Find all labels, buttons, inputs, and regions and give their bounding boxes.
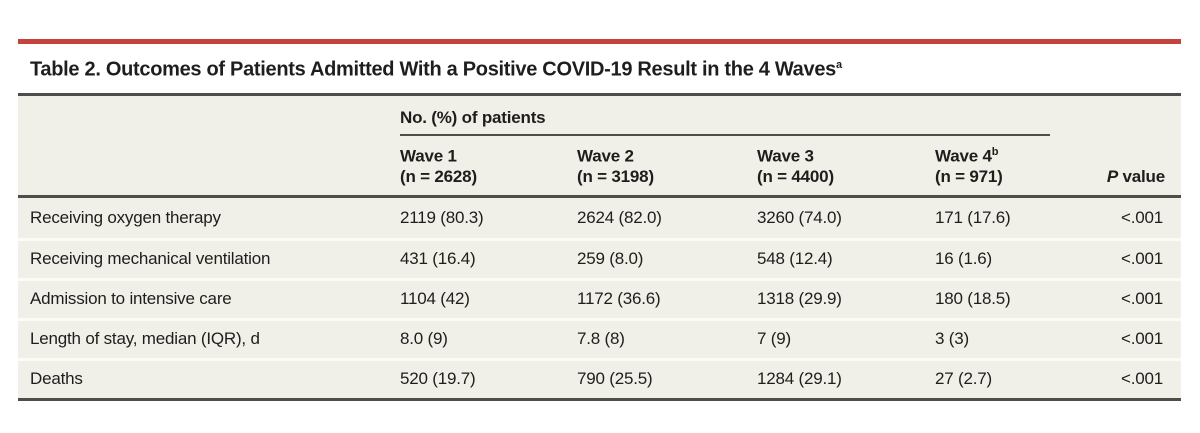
value-cell-wave-2: 1172 (36.6) [577,289,661,309]
column-group-header: No. (%) of patients [400,108,1050,136]
table-title: Table 2. Outcomes of Patients Admitted W… [30,52,1181,83]
value-cell-wave-4: 3 (3) [935,329,969,349]
p-italic: P [1106,167,1118,187]
row-label: Admission to intensive care [30,289,232,309]
value-cell-wave-1: 1104 (42) [400,289,470,309]
value-cell-wave-3: 1318 (29.9) [757,289,842,309]
value-cell-wave-3: 1284 (29.1) [757,369,842,389]
p-value-cell: <.001 [1120,329,1163,349]
value-cell-wave-1: 8.0 (9) [400,329,448,349]
table-row: Receiving mechanical ventilation 431 (16… [18,237,1181,278]
value-cell-wave-4: 27 (2.7) [935,369,992,389]
value-cell-wave-4: 180 (18.5) [935,289,1011,309]
column-header-p-value: P value [1050,166,1181,187]
column-header-n: (n = 3198) [577,167,654,187]
column-header-wave-4: Wave 4b (n = 971) [935,142,1050,188]
table-row: Length of stay, median (IQR), d 8.0 (9) … [18,317,1181,358]
column-header-n: (n = 971) [935,167,1003,187]
row-label: Receiving mechanical ventilation [30,249,271,269]
row-label: Receiving oxygen therapy [30,207,221,227]
column-group-row: No. (%) of patients [18,108,1181,136]
value-cell-wave-1: 431 (16.4) [400,249,476,269]
table-header: No. (%) of patients Wave 1 (n = 2628) Wa… [18,96,1181,198]
value-cell-wave-2: 2624 (82.0) [577,207,662,227]
column-header-text: Wave 2 [577,146,634,166]
accent-bar [18,39,1181,44]
p-value-cell: <.001 [1120,289,1163,309]
title-footnote-marker: a [835,59,842,71]
column-group-label: No. (%) of patients [400,107,546,127]
spacer-cell [18,142,400,188]
outcomes-table: No. (%) of patients Wave 1 (n = 2628) Wa… [18,95,1181,401]
column-header-label: Wave 3 [757,142,935,167]
row-label: Deaths [30,369,83,389]
column-header-label: Wave 4b [935,142,1050,167]
table-title-text: Table 2. Outcomes of Patients Admitted W… [30,58,836,81]
column-header-row: Wave 1 (n = 2628) Wave 2 (n = 3198) Wave… [18,142,1181,188]
column-header-n: (n = 4400) [757,167,834,187]
value-cell-wave-4: 171 (17.6) [935,207,1011,227]
table-row: Deaths 520 (19.7) 790 (25.5) 1284 (29.1)… [18,357,1181,398]
value-cell-wave-3: 7 (9) [757,329,791,349]
table-row: Admission to intensive care 1104 (42) 11… [18,277,1181,318]
p-rest: value [1118,167,1166,187]
journal-table-figure: Table 2. Outcomes of Patients Admitted W… [18,39,1181,401]
table-row: Receiving oxygen therapy 2119 (80.3) 262… [18,198,1181,238]
column-header-wave-3: Wave 3 (n = 4400) [757,142,935,188]
column-header-text: Wave 4 [935,146,992,166]
column-header-wave-1: Wave 1 (n = 2628) [400,142,577,188]
value-cell-wave-1: 520 (19.7) [400,369,476,389]
value-cell-wave-4: 16 (1.6) [935,249,992,269]
value-cell-wave-2: 7.8 (8) [577,329,625,349]
column-header-text: Wave 3 [757,146,814,166]
p-value-cell: <.001 [1120,207,1163,227]
value-cell-wave-3: 548 (12.4) [757,249,833,269]
value-cell-wave-3: 3260 (74.0) [757,207,842,227]
value-cell-wave-1: 2119 (80.3) [400,207,484,227]
column-header-footnote-marker: b [991,145,999,158]
column-header-label: Wave 1 [400,142,577,167]
p-value-cell: <.001 [1120,369,1163,389]
p-value-cell: <.001 [1120,249,1163,269]
column-header-text: Wave 1 [400,146,457,166]
column-header-n: (n = 2628) [400,167,477,187]
row-label: Length of stay, median (IQR), d [30,329,260,349]
table-body: Receiving oxygen therapy 2119 (80.3) 262… [18,198,1181,398]
value-cell-wave-2: 790 (25.5) [577,369,653,389]
spacer-cell [18,108,400,136]
column-header-wave-2: Wave 2 (n = 3198) [577,142,757,188]
value-cell-wave-2: 259 (8.0) [577,249,644,269]
column-header-label: Wave 2 [577,142,757,167]
title-rule [18,92,1181,96]
